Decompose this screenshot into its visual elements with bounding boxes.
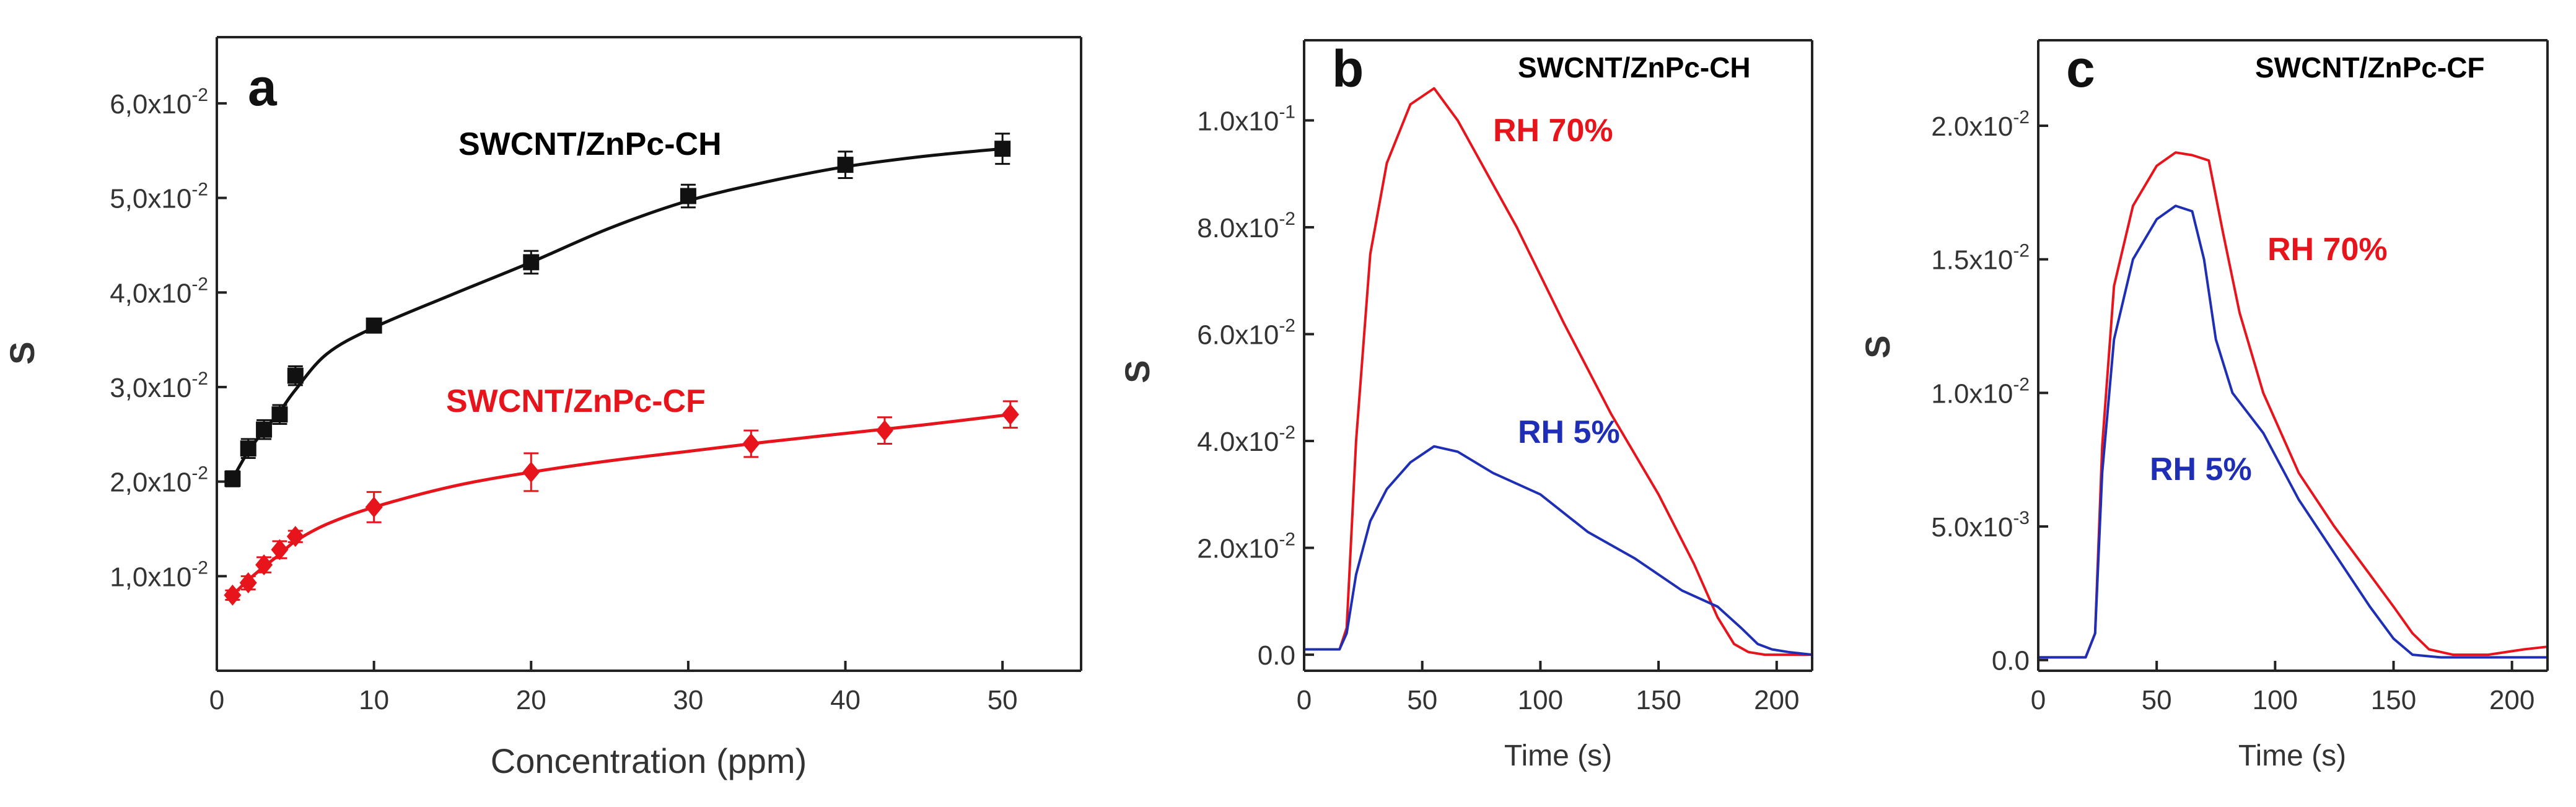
panel-b-y-axis-title: S — [1118, 360, 1157, 383]
panel-a-y-tick-label: 1,0x10-2 — [110, 557, 208, 592]
panel-a-x-tick-label: 30 — [673, 685, 703, 715]
panel-c-title: SWCNT/ZnPc-CF — [2255, 51, 2485, 84]
panel-b-x-tick-label: 200 — [1754, 685, 1799, 715]
panel-b-title: SWCNT/ZnPc-CH — [1518, 51, 1751, 84]
panel-a: 0 10 20 30 40 50 1,0x10-2 2,0x10-2 3,0x10-2 4,0x1… — [2, 36, 1082, 780]
panel-a-y-tick-label: 4,0x10-2 — [110, 274, 208, 308]
panel-a-point-swcnt-znpc-cf — [875, 420, 893, 442]
panel-a-y-tick-label: 3,0x10-2 — [110, 369, 208, 403]
panel-c-label-rh5: RH 5% — [2150, 451, 2252, 487]
panel-c-y-tick-label: 0.0 — [1992, 646, 2030, 676]
panel-a-point-swcnt-znpc-cf — [224, 584, 242, 606]
panel-b-y-tick-label: 6.0x10-2 — [1197, 315, 1295, 350]
panel-c-label-rh70: RH 70% — [2267, 232, 2388, 268]
panel-a-point-swcnt-znpc-cf — [742, 433, 760, 455]
panel-a-point-swcnt-znpc-ch — [271, 406, 288, 423]
panel-a-point-swcnt-znpc-ch — [240, 440, 256, 457]
panel-c-y-tick-label: 5.0x10-3 — [1931, 508, 2030, 543]
panel-a-letter: a — [248, 58, 278, 116]
panel-b-y-tick-label: 2.0x10-2 — [1197, 530, 1295, 564]
panel-b-y-tick-label: 0.0 — [1258, 640, 1295, 671]
panel-a-point-swcnt-znpc-ch — [837, 157, 854, 173]
panel-a-point-swcnt-znpc-ch — [366, 317, 382, 334]
panel-c-letter: c — [2066, 40, 2095, 98]
panel-c-x-tick-label: 200 — [2489, 685, 2534, 715]
panel-b-x-tick-label: 150 — [1636, 685, 1681, 715]
panel-a-point-swcnt-znpc-ch — [994, 141, 1011, 157]
panel-c-x-tick-label: 50 — [2142, 685, 2172, 715]
panel-b-letter: b — [1332, 40, 1364, 98]
panel-c-x-tick-label: 100 — [2253, 685, 2298, 715]
panel-c-trace-rh-70 — [2038, 151, 2548, 659]
panel-a-y-tick-label: 2,0x10-2 — [110, 463, 208, 498]
panel-c-x-axis-title: Time (s) — [2238, 739, 2346, 772]
panel-c-y-tick-label: 1.0x10-2 — [1931, 374, 2030, 409]
panel-a-legend-cf: SWCNT/ZnPc-CF — [446, 383, 706, 419]
panel-b: 0 50 100 150 200 0.0 2.0x10-2 4.0x10-2 6.0x10-2 8… — [1118, 39, 1813, 772]
panel-a-point-swcnt-znpc-cf — [522, 461, 540, 483]
panel-a-point-swcnt-znpc-ch — [287, 367, 304, 384]
panel-a-point-swcnt-znpc-ch — [523, 254, 540, 271]
panel-a-legend-ch: SWCNT/ZnPc-CH — [458, 126, 722, 162]
panel-c-trace-rh-5 — [2038, 204, 2548, 659]
panel-a-x-tick-label: 50 — [988, 685, 1018, 715]
panel-a-y-axis-title: S — [2, 341, 42, 364]
panel-a-x-tick-label: 0 — [209, 685, 224, 715]
panel-a-point-swcnt-znpc-cf — [365, 496, 383, 518]
panel-c-x-tick-label: 150 — [2371, 685, 2416, 715]
panel-a-point-swcnt-znpc-ch — [224, 471, 241, 487]
panel-b-label-rh70: RH 70% — [1493, 113, 1613, 149]
panel-a-y-tick-label: 6,0x10-2 — [110, 85, 208, 120]
panel-b-y-tick-label: 8.0x10-2 — [1197, 209, 1295, 243]
panel-a-x-axis-title: Concentration (ppm) — [491, 741, 807, 780]
panel-c-y-tick-label: 2.0x10-2 — [1931, 107, 2030, 142]
panel-c-y-axis-title: S — [1858, 335, 1897, 358]
panel-a-x-tick-label: 10 — [359, 685, 389, 715]
panel-a-point-swcnt-znpc-ch — [680, 188, 696, 204]
panel-a-point-swcnt-znpc-cf — [1001, 404, 1019, 425]
panel-c-x-tick-label: 0 — [2031, 685, 2046, 715]
panel-b-x-tick-label: 100 — [1518, 685, 1563, 715]
panel-b-x-tick-label: 0 — [1297, 685, 1312, 715]
panel-c-y-tick-label: 1.5x10-2 — [1931, 241, 2030, 276]
panel-b-x-tick-label: 50 — [1407, 685, 1437, 715]
panel-b-x-axis-title: Time (s) — [1504, 739, 1612, 772]
panel-a-x-tick-label: 40 — [830, 685, 861, 715]
panel-b-label-rh5: RH 5% — [1518, 414, 1620, 450]
panel-a-point-swcnt-znpc-cf — [286, 526, 304, 547]
panel-a-x-tick-label: 20 — [516, 685, 546, 715]
panel-a-y-tick-label: 5,0x10-2 — [110, 180, 208, 214]
panel-a-point-swcnt-znpc-cf — [255, 554, 273, 575]
panel-b-trace-rh-5 — [1304, 445, 1813, 657]
panel-c: 0 50 100 150 200 0.0 5.0x10-3 1.0x10-2 1.5x10-2 2… — [1858, 39, 2549, 772]
panel-a-fit-curve-swcnt-znpc-cf — [231, 412, 1011, 596]
panel-b-y-tick-label: 1.0x10-1 — [1197, 102, 1295, 136]
panel-a-point-swcnt-znpc-cf — [239, 572, 257, 594]
panel-b-trace-rh-70 — [1304, 87, 1812, 657]
panel-a-point-swcnt-znpc-ch — [256, 421, 273, 438]
panel-b-y-tick-label: 4.0x10-2 — [1197, 422, 1295, 457]
panel-a-point-swcnt-znpc-cf — [271, 539, 289, 561]
